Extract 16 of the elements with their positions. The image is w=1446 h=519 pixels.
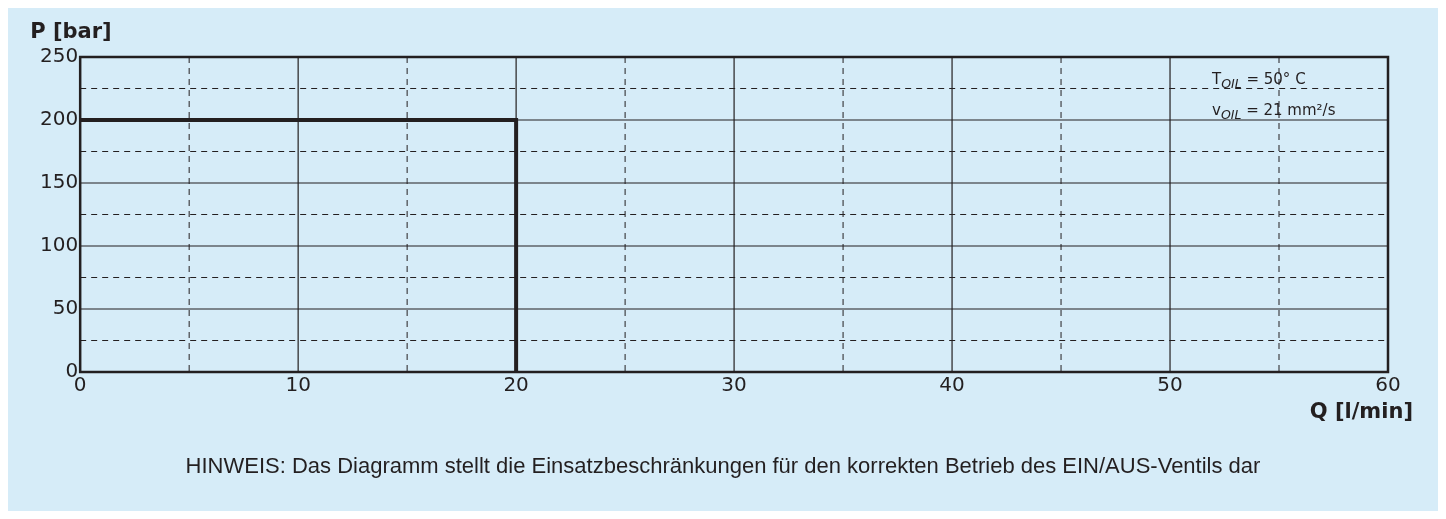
x-tick-label: 40: [939, 372, 965, 397]
y-tick-label: 200: [39, 106, 79, 131]
x-tick-label: 50: [1157, 372, 1183, 397]
annotation: T$_{OIL}$ = 50° C: [1212, 69, 1307, 93]
y-axis-title: P [bar]: [30, 18, 112, 43]
y-tick-label: 50: [52, 295, 79, 320]
x-tick-label: 10: [285, 372, 311, 397]
y-tick-label: 250: [39, 43, 79, 68]
y-tick-label: 100: [39, 232, 79, 257]
y-tick-label: 150: [39, 169, 79, 194]
x-tick-label: 60: [1375, 372, 1401, 397]
x-tick-label: 30: [721, 372, 747, 397]
x-tick-label: 20: [503, 372, 529, 397]
annotation: v$_{OIL}$ = 21 mm²/s: [1212, 100, 1337, 124]
text: HINWEIS: Das Diagramm stellt die Einsatzbeschränkungen für den korrekten Betrieb des EIN/AUS-Ventils dar: [184, 453, 1262, 479]
x-axis-title: Q [l/min]: [1309, 398, 1413, 423]
